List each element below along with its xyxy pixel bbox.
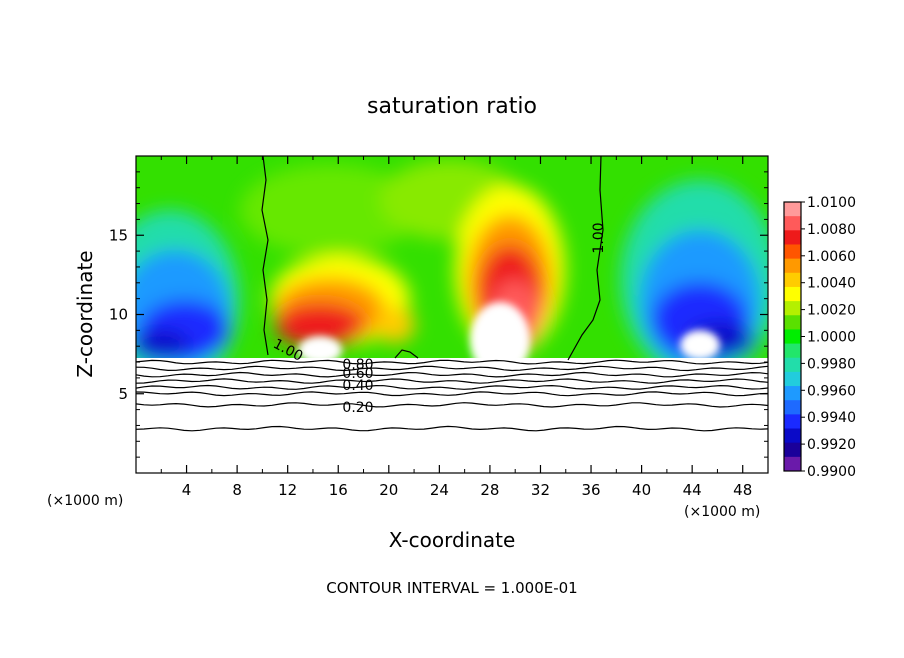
contour-1-00-small [394,349,419,359]
colorbar-label: 1.0100 [807,195,856,211]
colorbar-label: 0.9920 [807,437,856,453]
x-tick-label: 44 [683,481,702,499]
colorbar-label: 0.9960 [807,383,856,399]
contour-label-0-80: 0.80 [342,357,373,373]
contour-line [136,359,768,365]
colorbar-swatch [784,343,801,359]
colorbar-swatch [784,371,801,387]
colorbar-label: 1.0060 [807,249,856,265]
colorbar-swatch [784,230,801,245]
contour-line [136,391,768,397]
x-tick-label: 20 [379,481,398,499]
contour-lines [136,359,768,432]
contour-label-vertical: 1.00 [591,222,607,253]
colorbar-labels: 1.0100 1.0080 1.0060 1.0040 1.0020 1.0000 0.99… [801,195,856,480]
colorbar [783,201,802,472]
colorbar-swatch [784,442,801,458]
chart-title: saturation ratio [367,94,537,119]
x-tick-label: 36 [581,481,600,499]
y-axis-label: Z-coordinate [73,250,97,377]
plot-area [136,156,768,473]
colorbar-swatch [784,244,801,260]
contour-line [136,378,768,384]
x-tick-label: 28 [480,481,499,499]
x-tick-label: 32 [531,481,550,499]
y-axis-ticks: 5 10 15 [109,171,768,458]
colorbar-swatch [784,258,801,274]
contour-interval-note: CONTOUR INTERVAL = 1.000E-01 [326,579,577,597]
colorbar-label: 0.9900 [807,464,856,480]
y-tick-label: 5 [118,385,128,403]
contour-line [136,365,768,372]
contour-line [136,384,768,390]
colorbar-label: 1.0080 [807,222,856,238]
colorbar-swatch [784,301,801,316]
colorbar-label: 0.9940 [807,410,856,426]
x-unit-note-right: (×1000 m) [684,504,760,520]
x-tick-label: 24 [430,481,449,499]
x-tick-label: 16 [329,481,348,499]
colorbar-label: 0.9980 [807,356,856,372]
colorbar-swatch [784,216,801,231]
colorbar-swatch [784,202,801,217]
colorbar-swatch [784,386,801,401]
colorbar-swatch [784,400,801,415]
contour-1-00-right [567,156,604,361]
x-tick-label: 48 [733,481,752,499]
x-tick-label: 12 [278,481,297,499]
contour-label-0-20: 0.20 [342,400,373,416]
x-axis-label: X-coordinate [389,528,516,552]
contour-line [136,371,768,378]
x-tick-label: 8 [232,481,242,499]
colorbar-swatch [784,456,801,472]
contour-line [136,402,768,408]
contour-1-00-left [261,156,269,356]
colorbar-label: 1.0000 [807,330,856,346]
x-tick-label: 4 [182,481,192,499]
colorbar-label: 1.0040 [807,276,856,292]
colorbar-swatch [784,428,801,444]
contour-label-0-60: 0.60 [342,366,373,382]
y-tick-label: 10 [109,306,128,324]
contour-label-0-40: 0.40 [342,378,373,394]
x-axis-ticks: 4 8 12 16 20 24 28 32 36 40 44 48 [160,156,752,499]
x-tick-label: 40 [632,481,651,499]
colorbar-swatch [784,357,801,373]
colorbar-swatch [784,272,801,288]
contour-line [136,425,768,432]
contour-labels: 1.00 1.00 0.80 0.60 0.40 0.20 [270,222,607,416]
heat-field [136,160,768,390]
colorbar-swatch [784,329,801,345]
y-tick-label: 15 [109,226,128,244]
colorbar-swatch [784,414,801,430]
x-unit-note-left: (×1000 m) [47,493,123,509]
colorbar-swatch [784,286,801,302]
colorbar-label: 1.0020 [807,303,856,319]
colorbar-swatch [784,315,801,330]
